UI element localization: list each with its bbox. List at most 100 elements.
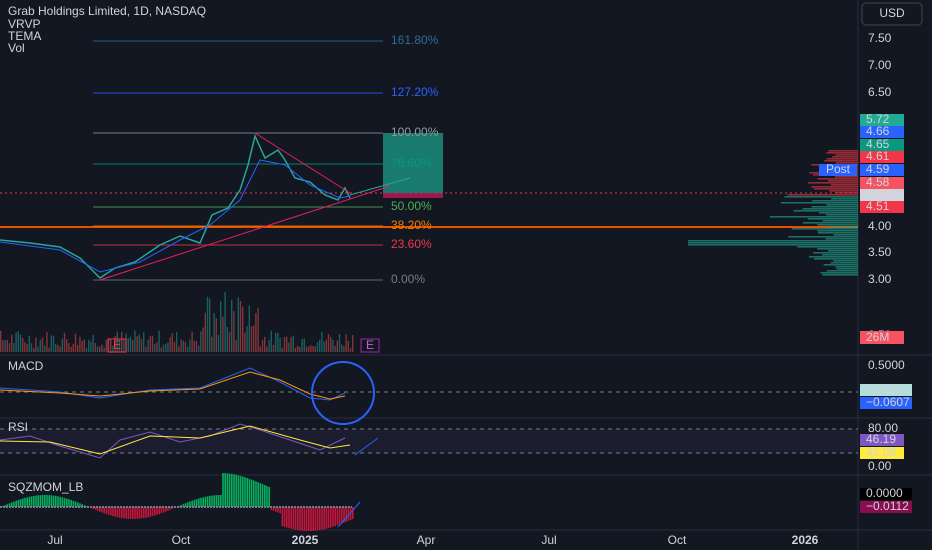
volume-bar xyxy=(184,342,187,352)
price-path xyxy=(0,133,351,279)
momentum-bar xyxy=(202,497,204,507)
momentum-bar xyxy=(268,486,270,507)
value-badge xyxy=(860,488,912,500)
momentum-bar xyxy=(283,507,286,527)
price-badge xyxy=(860,177,904,189)
momentum-bar xyxy=(222,473,224,507)
volume-bar xyxy=(140,338,143,352)
price-label: 4.58 xyxy=(866,175,890,189)
volume-bar xyxy=(92,335,94,352)
squeeze-pane xyxy=(0,473,354,531)
momentum-bar xyxy=(257,482,259,507)
volume-bar xyxy=(301,339,303,352)
momentum-bar xyxy=(259,483,262,507)
momentum-bar xyxy=(24,497,26,507)
momentum-bar xyxy=(123,507,125,519)
momentum-bar xyxy=(35,495,37,507)
price-badge xyxy=(860,201,904,213)
momentum-bar xyxy=(253,480,255,507)
volume-bar xyxy=(134,330,136,352)
rsi-band xyxy=(0,429,858,453)
momentum-bar xyxy=(255,481,257,507)
volume-bar xyxy=(26,344,28,352)
price-label: 4.61 xyxy=(866,149,890,163)
volume-bar xyxy=(286,336,288,352)
price-badge xyxy=(860,139,904,151)
profile-bar xyxy=(784,196,858,198)
momentum-bar xyxy=(165,507,167,512)
momentum-bar xyxy=(63,497,66,507)
volume-bar xyxy=(250,326,253,352)
volume-bar xyxy=(233,311,235,352)
volume-bar xyxy=(79,336,81,352)
price-label: 4.65 xyxy=(866,137,890,151)
momentum-bar xyxy=(107,507,110,515)
momentum-bar xyxy=(103,507,105,514)
momentum-bar xyxy=(66,498,68,507)
momentum-bar xyxy=(125,507,127,519)
volume-bar xyxy=(63,332,66,352)
volume-bar xyxy=(338,333,341,352)
fib-label: 50.00% xyxy=(391,199,432,213)
momentum-bar xyxy=(226,473,229,507)
profile-bar xyxy=(826,152,858,154)
profile-bar xyxy=(836,268,858,270)
time-tick: Jul xyxy=(47,533,62,547)
volume-bar xyxy=(17,331,19,352)
sqz-value: −0.0112 xyxy=(866,499,909,513)
momentum-bar xyxy=(94,507,97,510)
momentum-bar xyxy=(266,485,268,507)
momentum-bar xyxy=(325,507,328,529)
volume-bar xyxy=(112,345,114,352)
volume-bar xyxy=(193,340,195,352)
volume-bar xyxy=(195,340,198,352)
volume-bar xyxy=(4,340,6,352)
time-tick: Apr xyxy=(417,533,436,547)
momentum-bar xyxy=(242,476,244,507)
profile-bar xyxy=(793,210,858,212)
labels: Grab Holdings Limited, 1D, NASDAQVRVPTEM… xyxy=(8,4,912,547)
price-label: 4.58 xyxy=(866,187,890,201)
volume-bar xyxy=(327,333,330,352)
volume-bar xyxy=(187,346,189,352)
momentum-bar xyxy=(116,507,119,518)
volume-bar xyxy=(343,346,345,352)
profile-bar xyxy=(835,192,858,194)
volume-bar xyxy=(30,343,33,352)
currency[interactable]: USD xyxy=(879,6,905,20)
profile-bar xyxy=(831,198,858,200)
time-tick: Oct xyxy=(668,533,687,547)
volume-bar xyxy=(237,297,239,352)
volume-bar xyxy=(283,336,286,352)
currency-button[interactable] xyxy=(861,2,923,26)
rsi-pane xyxy=(0,423,858,459)
volume-bar xyxy=(13,343,15,352)
momentum-bar xyxy=(246,477,248,507)
volume-bar xyxy=(171,333,173,352)
fib-label: 161.80% xyxy=(391,33,439,47)
volume-bar xyxy=(257,307,259,352)
macd-value: −0.0607 xyxy=(866,395,910,409)
momentum-bar xyxy=(134,507,136,519)
momentum-bar xyxy=(347,507,350,521)
volume-bar xyxy=(103,347,105,352)
profile-bar xyxy=(818,232,858,234)
volume-bar xyxy=(332,339,334,352)
volume-bar xyxy=(239,301,242,352)
profile-bar xyxy=(835,154,858,156)
profile-bar xyxy=(835,162,858,164)
volume-bar xyxy=(169,337,171,352)
time-tick: Oct xyxy=(172,533,191,547)
momentum-bar xyxy=(17,499,20,507)
momentum-bar xyxy=(323,507,325,530)
profile-bar xyxy=(688,244,858,246)
volume-bar xyxy=(209,298,211,352)
momentum-bar xyxy=(314,507,317,531)
volume-bar xyxy=(61,338,63,352)
price-label: 4.66 xyxy=(866,124,890,138)
momentum-bar xyxy=(189,501,191,507)
volume-bar xyxy=(189,339,191,352)
momentum-bar xyxy=(228,473,231,507)
momentum-bar xyxy=(182,504,185,507)
